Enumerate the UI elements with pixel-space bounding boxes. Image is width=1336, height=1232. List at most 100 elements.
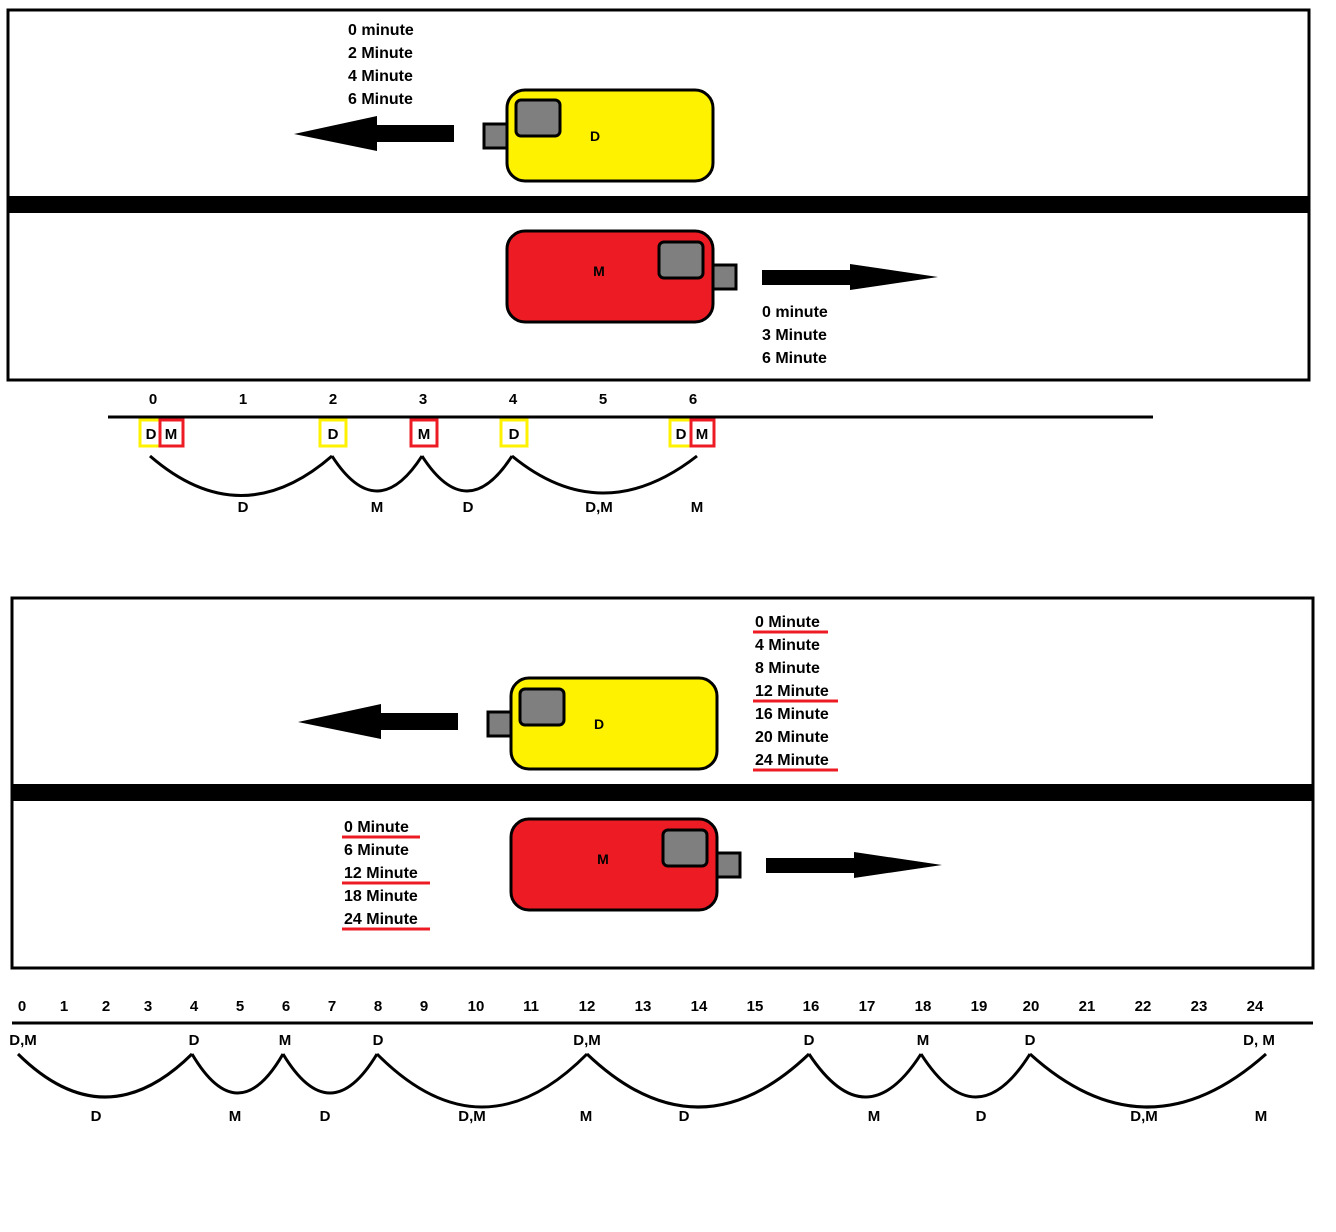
car-m-1: M xyxy=(505,229,738,324)
left-arrow-icon xyxy=(294,116,454,151)
road-box-1 xyxy=(6,8,1311,382)
event-label: M xyxy=(917,1032,930,1049)
m-time-label: 18 Minute xyxy=(344,888,418,905)
arc xyxy=(281,1053,379,1095)
tick-label: 4 xyxy=(509,391,518,408)
left-arrow-icon xyxy=(298,704,458,739)
tick-label: 22 xyxy=(1135,998,1152,1015)
d-time-label: 16 Minute xyxy=(755,706,829,723)
arc-label: M xyxy=(371,499,384,516)
event-label: D xyxy=(189,1032,200,1049)
car-d-2-label: D xyxy=(594,716,604,732)
arc-label: M xyxy=(580,1108,593,1125)
arc-label: M xyxy=(691,499,704,516)
arc xyxy=(1028,1052,1267,1109)
marker-m xyxy=(689,418,716,448)
d-time-label: 6 Minute xyxy=(348,91,413,108)
event-label: D xyxy=(804,1032,815,1049)
m-times-2: 0 Minute 6 Minute 12 Minute 18 Minute 24… xyxy=(342,819,430,931)
d-times-1: 0 minute 2 Minute 4 Minute 6 Minute xyxy=(348,22,414,108)
timeline-2-event-labels: D,M D M D D,M D M D D, M xyxy=(9,1032,1275,1049)
tick-label: 17 xyxy=(859,998,876,1015)
arc-label: D xyxy=(238,499,249,516)
tick-label: 6 xyxy=(689,391,697,408)
arc xyxy=(511,454,698,495)
m-time-label: 0 minute xyxy=(762,304,828,321)
arc-label: M xyxy=(868,1108,881,1125)
scene-1: D 0 minute 2 Minute 4 Minute 6 Minute M xyxy=(6,8,1311,382)
tick-label: 14 xyxy=(691,998,708,1015)
arc xyxy=(807,1053,923,1099)
event-label: D,M xyxy=(573,1032,601,1049)
timeline-1: 0 1 2 3 4 5 6 D M D M D D M xyxy=(108,391,1153,516)
marker-d xyxy=(499,418,529,448)
arc xyxy=(330,455,424,493)
arc-label: D,M xyxy=(458,1108,486,1125)
arc-label: D xyxy=(320,1108,331,1125)
tick-label: 18 xyxy=(915,998,932,1015)
tick-label: 5 xyxy=(236,998,244,1015)
arc-label: D xyxy=(463,499,474,516)
marker-m xyxy=(158,418,185,448)
tick-label: 12 xyxy=(579,998,596,1015)
car-d-1: D xyxy=(482,88,715,183)
tick-label: 4 xyxy=(190,998,199,1015)
tick-label: 21 xyxy=(1079,998,1096,1015)
d-time-label: 12 Minute xyxy=(755,683,829,700)
road-divider-1 xyxy=(8,196,1309,213)
tick-label: 5 xyxy=(599,391,607,408)
tick-label: 15 xyxy=(747,998,764,1015)
d-time-label: 4 Minute xyxy=(348,68,413,85)
tick-label: 23 xyxy=(1191,998,1208,1015)
tick-label: 20 xyxy=(1023,998,1040,1015)
tick-label: 2 xyxy=(329,391,337,408)
timeline-2: 0 1 2 3 4 5 6 7 8 9 10 11 12 13 14 15 16… xyxy=(9,998,1313,1125)
car-m-2-label: M xyxy=(597,851,609,867)
tick-label: 19 xyxy=(971,998,988,1015)
tick-label: 6 xyxy=(282,998,290,1015)
car-m-1-label: M xyxy=(593,263,605,279)
right-arrow-icon xyxy=(766,852,942,878)
tick-label: 7 xyxy=(328,998,336,1015)
arc xyxy=(375,1052,589,1109)
timeline-1-arc-labels: D M D D,M M xyxy=(238,499,704,516)
marker-m-label: M xyxy=(696,426,709,443)
arc xyxy=(16,1052,194,1099)
car-d-1-label: D xyxy=(590,128,600,144)
arc-label: D xyxy=(679,1108,690,1125)
event-label: D xyxy=(373,1032,384,1049)
arc-label: M xyxy=(1255,1108,1268,1125)
marker-d xyxy=(318,418,348,448)
event-label: D xyxy=(1025,1032,1036,1049)
marker-d-label: D xyxy=(676,426,687,443)
d-time-label: 20 Minute xyxy=(755,729,829,746)
timeline-2-arc-labels: D M D D,M M D M D D,M M xyxy=(91,1108,1268,1125)
marker-m-label: M xyxy=(418,426,431,443)
arc-label: M xyxy=(229,1108,242,1125)
tick-label: 24 xyxy=(1247,998,1264,1015)
event-label: D,M xyxy=(9,1032,37,1049)
m-time-label: 3 Minute xyxy=(762,327,827,344)
arc xyxy=(585,1052,811,1109)
arc-label: D,M xyxy=(1130,1108,1158,1125)
d-time-label: 0 minute xyxy=(348,22,414,39)
event-label: M xyxy=(279,1032,292,1049)
tick-label: 16 xyxy=(803,998,820,1015)
event-label: D, M xyxy=(1243,1032,1275,1049)
d-time-label: 2 Minute xyxy=(348,45,413,62)
arc xyxy=(190,1053,285,1095)
marker-m-label: M xyxy=(165,426,178,443)
m-time-label: 24 Minute xyxy=(344,911,418,928)
marker-d-label: D xyxy=(328,426,339,443)
marker-m xyxy=(409,418,439,448)
tick-label: 3 xyxy=(419,391,427,408)
m-time-label: 0 Minute xyxy=(344,819,409,836)
m-time-label: 6 Minute xyxy=(344,842,409,859)
tick-label: 2 xyxy=(102,998,110,1015)
road-box-2 xyxy=(10,596,1315,970)
d-time-label: 24 Minute xyxy=(755,752,829,769)
tick-label: 1 xyxy=(60,998,68,1015)
tick-label: 0 xyxy=(18,998,26,1015)
scene-2: D 0 Minute 4 Minute 8 Minute 12 Minute 1… xyxy=(10,596,1315,970)
